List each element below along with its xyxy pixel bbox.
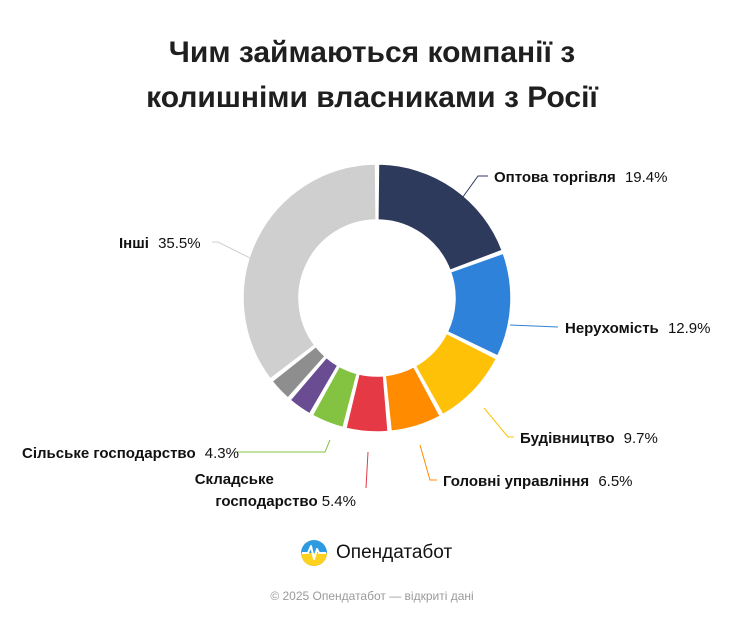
label-real-estate: Нерухомість 12.9%: [565, 320, 711, 337]
label-agriculture-value: 4.3%: [205, 445, 239, 462]
chart-title-line-2: колишніми власниками з Росії: [146, 81, 598, 114]
label-real-estate-name: Нерухомість: [565, 320, 659, 337]
label-warehousing: Складське господарство 5.4%: [195, 471, 356, 510]
leader-line-wholesale: [454, 175, 488, 209]
leader-line-other: [212, 241, 259, 263]
label-real-estate-value: 12.9%: [668, 320, 711, 337]
label-wholesale-name: Оптова торгівля: [494, 169, 616, 186]
footer-copyright: © 2025 Опендатабот — відкриті дані: [270, 589, 474, 603]
label-head-offices: Головні управління 6.5%: [443, 473, 633, 490]
label-construction: Будівництво 9.7%: [520, 430, 658, 447]
label-wholesale: Оптова торгівля 19.4%: [494, 169, 667, 186]
donut-slice-8: [271, 345, 326, 399]
label-warehousing-name-line-1: Складське: [195, 471, 274, 488]
donut-slice-7: [289, 356, 339, 415]
donut-slice-6: [311, 365, 358, 429]
donut-slice-9: [242, 163, 377, 380]
donut-slice-2: [446, 252, 512, 357]
label-warehousing-line-2: господарство 5.4%: [215, 493, 356, 510]
leader-line-head-offices: [419, 444, 437, 481]
chart-title-line-1: Чим займаються компанії з: [168, 36, 576, 69]
leader-line-agriculture: [236, 439, 331, 453]
label-other-name: Інші: [119, 235, 149, 252]
donut-slice-5: [345, 373, 389, 433]
donut-slice-4: [384, 366, 442, 433]
label-warehousing-name-line-2: господарство: [215, 493, 317, 510]
leader-line-real-estate: [509, 324, 559, 328]
donut-slices: [242, 163, 512, 433]
chart-title: Чим займаються компанії з колишніми влас…: [0, 30, 744, 120]
opendatabot-logo-icon: [301, 540, 327, 566]
leader-line-construction: [483, 407, 514, 438]
donut-slice-1: [377, 163, 504, 272]
label-other: Інші 35.5%: [119, 235, 201, 252]
leader-line-warehousing: [365, 451, 369, 489]
label-head-offices-name: Головні управління: [443, 473, 589, 490]
brand: Опендатабот: [300, 536, 452, 570]
donut-slice-3: [414, 332, 498, 416]
brand-name: Опендатабот: [336, 542, 453, 563]
label-warehousing-value: 5.4%: [322, 493, 356, 510]
label-agriculture-name: Сільське господарство: [22, 445, 196, 462]
leader-lines: [212, 175, 559, 489]
label-construction-name: Будівництво: [520, 430, 615, 447]
label-agriculture: Сільське господарство 4.3%: [22, 445, 239, 462]
label-wholesale-value: 19.4%: [625, 169, 668, 186]
label-construction-value: 9.7%: [624, 430, 658, 447]
label-head-offices-value: 6.5%: [598, 473, 632, 490]
label-other-value: 35.5%: [158, 235, 201, 252]
